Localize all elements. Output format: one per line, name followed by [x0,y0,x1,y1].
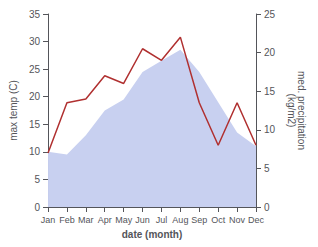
svg-text:May: May [115,215,133,225]
svg-text:5: 5 [34,174,40,185]
svg-text:20: 20 [264,47,276,58]
svg-text:Dec: Dec [248,215,265,225]
svg-text:0: 0 [264,202,270,213]
svg-text:Feb: Feb [59,215,75,225]
svg-text:date (month): date (month) [122,229,183,240]
svg-text:0: 0 [34,202,40,213]
svg-text:Mar: Mar [78,215,94,225]
svg-text:Aug: Aug [172,215,188,225]
svg-text:10: 10 [264,124,276,135]
svg-text:Jun: Jun [135,215,150,225]
svg-text:med. precipitation: med. precipitation [295,71,307,150]
svg-text:25: 25 [264,9,276,20]
svg-text:Sep: Sep [191,215,207,225]
svg-text:25: 25 [29,64,41,75]
svg-text:20: 20 [29,91,41,102]
svg-text:10: 10 [29,146,41,157]
svg-text:5: 5 [264,163,270,174]
svg-text:15: 15 [29,119,41,130]
svg-text:Nov: Nov [229,215,246,225]
svg-text:Jan: Jan [41,215,56,225]
svg-text:Jul: Jul [156,215,168,225]
svg-text:Oct: Oct [211,215,226,225]
svg-text:15: 15 [264,86,276,97]
svg-text:Apr: Apr [98,215,112,225]
svg-text:(kg/m2): (kg/m2) [286,94,297,128]
svg-text:30: 30 [29,36,41,47]
svg-text:35: 35 [29,9,41,20]
svg-text:max temp (C): max temp (C) [8,80,19,141]
